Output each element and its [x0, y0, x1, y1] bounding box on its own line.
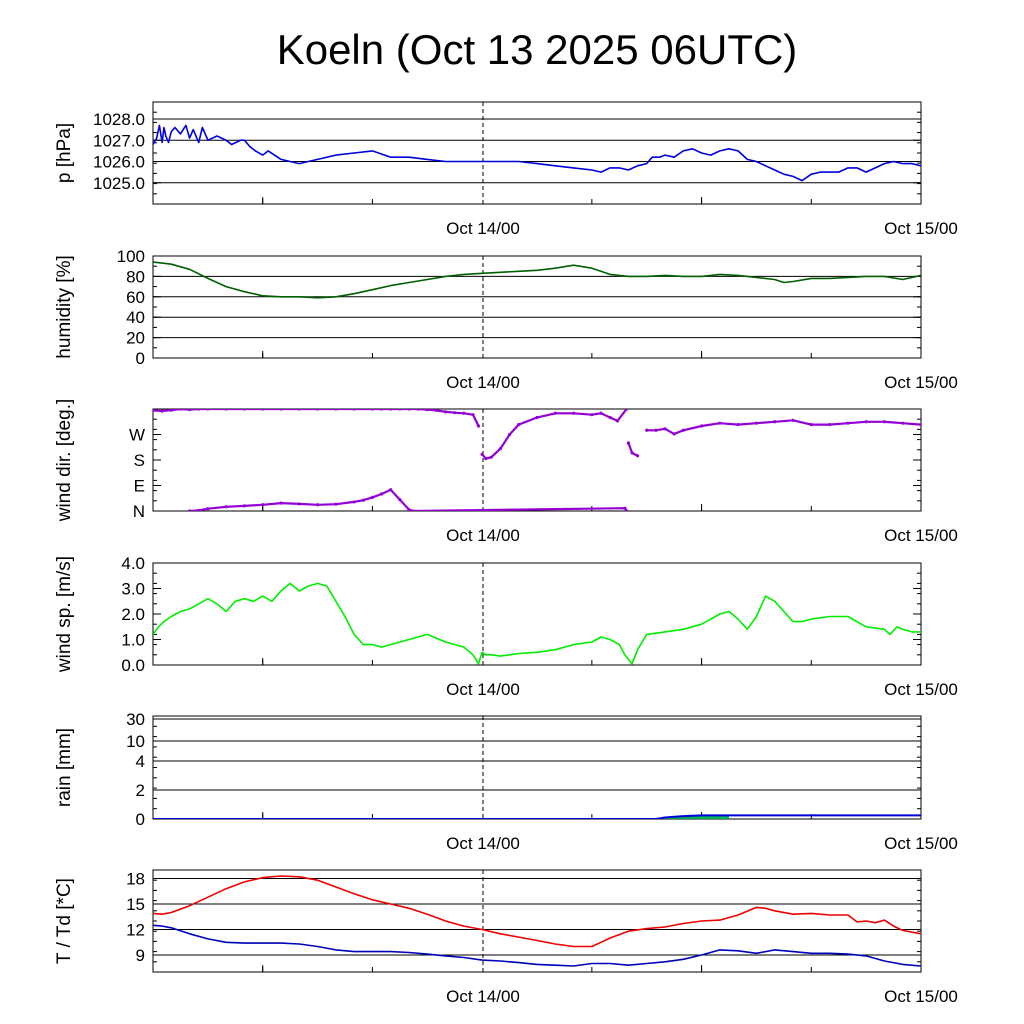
- y-tick-label: E: [134, 477, 145, 496]
- y-tick-label: 2: [136, 781, 145, 800]
- wind_speed-series-0: [153, 582, 921, 665]
- x-tick-label: Oct 14/00: [446, 219, 520, 238]
- plot-frame: [152, 715, 922, 820]
- temperature-series-0: [153, 875, 921, 948]
- y-tick-label: 60: [126, 288, 145, 307]
- panel-wind_speed: 4.0 3.0 2.0 1.0 0.0 wind sp. [m/s] Oct 14/00 Oc…: [54, 554, 958, 699]
- y-tick-label: 40: [126, 308, 145, 327]
- x-tick-label: Oct 14/00: [446, 680, 520, 699]
- panel-pressure: 1028.0 1027.0 1026.0 1025.0 p [hPa] Oct 14/00…: [54, 101, 958, 238]
- y-tick-label: S: [134, 451, 145, 470]
- y-axis-label: rain [mm]: [54, 728, 75, 807]
- y-tick-label: 18: [126, 870, 145, 889]
- plot-frame: [152, 255, 922, 359]
- y-tick-label: 15: [126, 895, 145, 914]
- plot-frame: [152, 101, 922, 205]
- x-tick-label: Oct 14/00: [446, 987, 520, 1006]
- panel-temperature: 18 15 12 9 T / Td [*C] Oct 14/00 Oct 15/00: [54, 869, 958, 1006]
- y-tick-label: 1026.0: [93, 153, 145, 172]
- y-tick-label: 2.0: [121, 605, 145, 624]
- y-tick-label: W: [129, 426, 145, 445]
- y-tick-label: 0: [136, 810, 145, 829]
- y-tick-label: 4: [136, 752, 145, 771]
- y-tick-label: 1025.0: [93, 174, 145, 193]
- humidity-series-0: [153, 261, 921, 299]
- y-axis-label: wind dir. [deg.]: [54, 399, 75, 523]
- y-tick-label: 4.0: [121, 554, 145, 573]
- y-tick-label: 100: [117, 247, 145, 266]
- x-tick-label: Oct 15/00: [884, 834, 958, 853]
- plot-frame: [152, 869, 922, 973]
- y-axis-label: wind sp. [m/s]: [54, 556, 75, 673]
- x-tick-label: Oct 15/00: [884, 373, 958, 392]
- x-tick-label: Oct 15/00: [884, 219, 958, 238]
- y-tick-label: 0: [136, 349, 145, 368]
- y-tick-label: 20: [126, 329, 145, 348]
- y-tick-label: 30: [126, 710, 145, 729]
- wind-dir-series-1: [189, 488, 628, 511]
- x-tick-label: Oct 14/00: [446, 373, 520, 392]
- x-tick-label: Oct 15/00: [884, 526, 958, 545]
- x-tick-label: Oct 14/00: [446, 526, 520, 545]
- chart-title: Koeln (Oct 13 2025 06UTC): [276, 26, 798, 73]
- y-axis-label: p [hPa]: [54, 123, 75, 183]
- y-tick-label: 10: [126, 732, 145, 751]
- y-tick-label: 80: [126, 267, 145, 286]
- x-tick-label: Oct 15/00: [884, 680, 958, 699]
- y-tick-label: 0.0: [121, 656, 145, 675]
- y-axis-label: humidity [%]: [54, 255, 75, 358]
- temperature-series-1: [153, 924, 921, 967]
- plot-frame: [152, 562, 922, 666]
- y-tick-label: 12: [126, 921, 145, 940]
- x-tick-label: Oct 15/00: [884, 987, 958, 1006]
- y-tick-label: 1027.0: [93, 131, 145, 150]
- y-tick-label: N: [133, 502, 145, 521]
- y-tick-label: 3.0: [121, 580, 145, 599]
- y-tick-label: 9: [136, 946, 145, 965]
- y-tick-label: 1.0: [121, 631, 145, 650]
- pressure-series-0: [153, 124, 921, 182]
- y-tick-label: 1028.0: [93, 110, 145, 129]
- wind-dir-series-0: [153, 409, 921, 460]
- rain-accumulation-line: [153, 814, 921, 819]
- y-axis-label: T / Td [*C]: [54, 878, 75, 964]
- panel-rain: 30 104 2 0 rain [mm] Oct 14/00 Oct 15/00: [54, 710, 958, 853]
- x-tick-label: Oct 14/00: [446, 834, 520, 853]
